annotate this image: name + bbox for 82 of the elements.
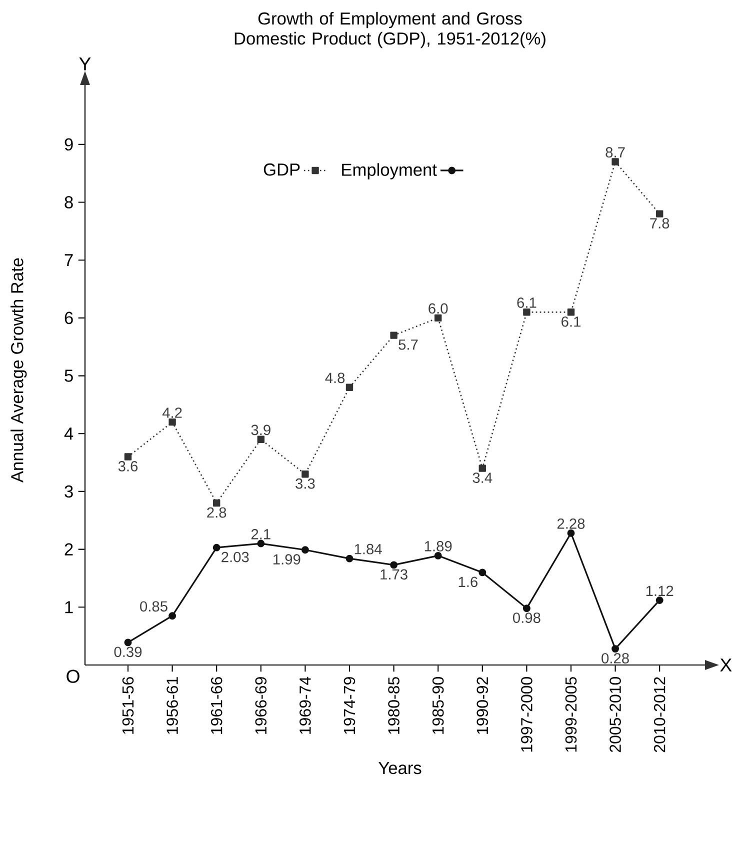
- x-tick-label: 1999-2005: [565, 677, 577, 752]
- data-label: 0.28: [602, 653, 629, 664]
- data-label: 8.7: [606, 147, 625, 158]
- x-tick-label: 2005-2010: [610, 677, 621, 752]
- point: [567, 308, 575, 316]
- point: [257, 540, 265, 548]
- data-label: 2.28: [557, 518, 585, 529]
- y-axis-title: Annual Average Growth Rate: [10, 258, 27, 483]
- point: [656, 210, 664, 218]
- point: [346, 554, 354, 562]
- legend-label: Employment: [342, 163, 437, 180]
- data-label: 1.89: [424, 541, 452, 552]
- x-tick-label: 1997-2000: [521, 677, 532, 752]
- point: [301, 546, 309, 554]
- x-tick-label: 1980-85: [388, 677, 400, 734]
- data-label: 2.03: [222, 552, 249, 562]
- point: [168, 418, 176, 426]
- x-axis-title: Years: [378, 762, 422, 774]
- x-tick-label: 1990-92: [476, 677, 488, 734]
- point: [257, 436, 264, 444]
- data-label: 3.9: [251, 424, 270, 436]
- x-tick-label: 2010-2012: [654, 677, 666, 752]
- text: X: [720, 658, 732, 672]
- data-label: 1.99: [273, 554, 300, 565]
- data-label: 6.1: [517, 298, 536, 308]
- point: [212, 544, 220, 552]
- point: [612, 158, 619, 166]
- chart-title: Growth of Employment and Gross Domestic Product (GDP), 1951-2012(%): [234, 12, 546, 48]
- y-tick-label: 2: [64, 543, 73, 556]
- x-tick-label: 1985-90: [432, 677, 444, 734]
- data-label: 0.98: [512, 612, 540, 623]
- point: [478, 568, 486, 576]
- point: [478, 464, 486, 472]
- data-label: 4.8: [325, 372, 345, 384]
- y-tick-label: 5: [64, 370, 73, 382]
- data-label: 7.8: [650, 218, 670, 228]
- point: [346, 384, 354, 391]
- x-tick-label: 1969-74: [300, 676, 311, 734]
- data-label: 2.8: [207, 507, 226, 518]
- data-label: 5.7: [398, 340, 418, 350]
- point: [522, 604, 530, 612]
- data-label: 0.85: [140, 601, 168, 612]
- point: [390, 561, 398, 569]
- y-tick-label: 3: [64, 485, 73, 498]
- point: [302, 470, 309, 478]
- x-tick-label: 1961-66: [210, 677, 222, 734]
- y-tick-label: 9: [64, 138, 73, 151]
- point: [567, 529, 575, 537]
- y-tick-label: 6: [64, 312, 73, 324]
- x-tick-label: 1956-61: [166, 677, 178, 734]
- data-label: 1.6: [458, 576, 478, 588]
- point: [434, 552, 442, 560]
- point: [212, 499, 220, 507]
- x-tick-label: 1974-79: [344, 677, 356, 734]
- y-tick-label: 1: [65, 601, 73, 614]
- data-label: 6.0: [428, 303, 448, 314]
- data-label: 3.6: [118, 461, 138, 472]
- y-tick-label: 7: [64, 254, 73, 266]
- point: [124, 453, 132, 460]
- data-label: 2.1: [251, 529, 270, 540]
- point: [612, 645, 620, 653]
- legend-label: GDP: [264, 163, 300, 176]
- data-label: 1.84: [354, 544, 382, 554]
- data-label: 3.4: [472, 472, 492, 483]
- data-label: 1.12: [646, 586, 674, 596]
- point: [124, 638, 132, 646]
- point: [434, 314, 442, 322]
- data-label: 4.2: [162, 408, 182, 418]
- point: [168, 612, 176, 620]
- data-label: 3.3: [296, 478, 315, 489]
- point: [656, 596, 664, 604]
- data-label: 6.1: [562, 316, 580, 327]
- point: [523, 308, 530, 316]
- x-tick-label: 1966-69: [255, 677, 267, 734]
- text: O: [66, 670, 80, 683]
- data-label: 0.39: [114, 646, 142, 658]
- x-tick-label: 1951-56: [122, 677, 134, 734]
- point: [390, 332, 398, 339]
- y-tick-label: 8: [64, 196, 73, 208]
- data-label: 1.73: [380, 569, 408, 580]
- text: Y: [79, 57, 91, 70]
- y-tick-label: 4: [64, 428, 74, 440]
